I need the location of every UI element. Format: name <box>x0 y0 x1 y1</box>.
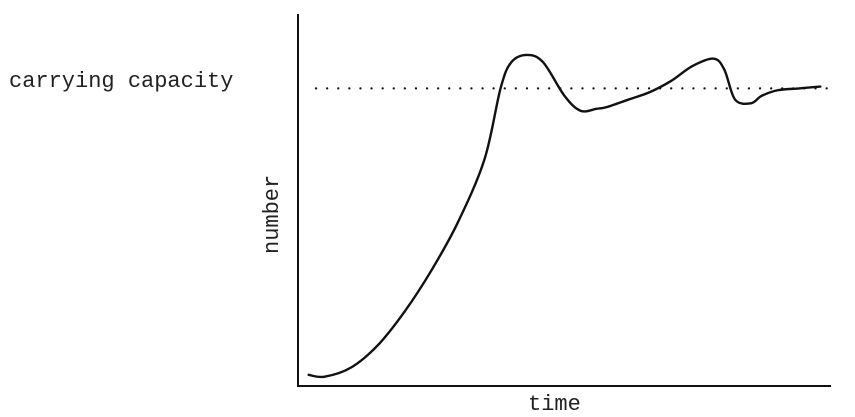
population-curve <box>307 53 822 379</box>
carrying-capacity-label: carrying capacity <box>9 69 234 94</box>
y-axis-label: number <box>260 174 285 254</box>
x-axis-label: time <box>528 392 581 417</box>
